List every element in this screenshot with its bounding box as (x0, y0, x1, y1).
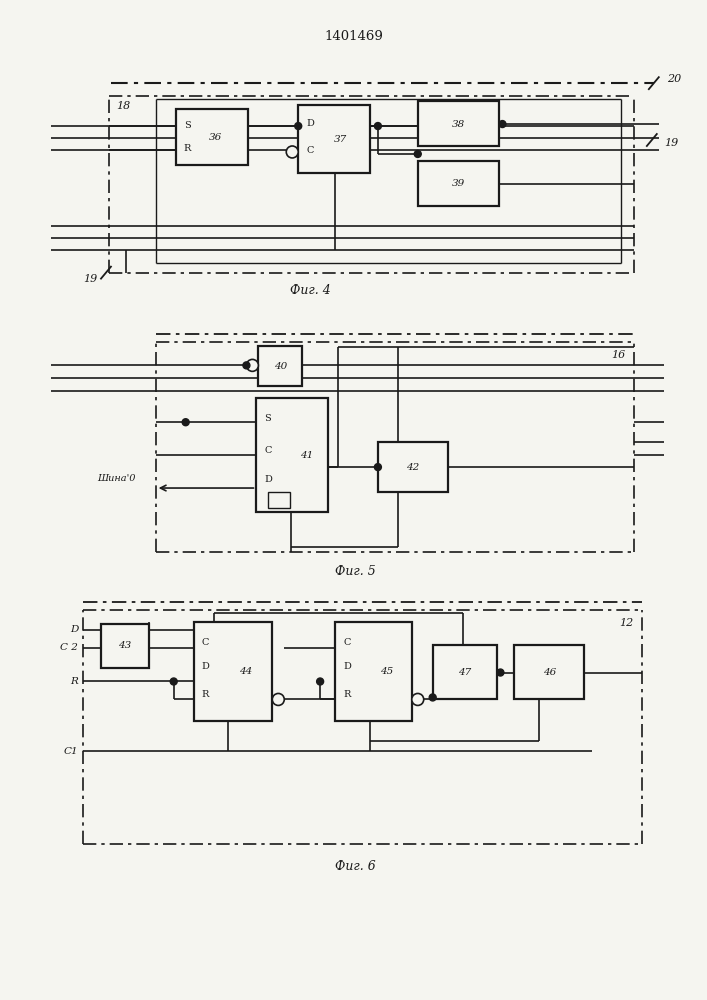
Text: 18: 18 (116, 101, 130, 111)
Circle shape (317, 678, 324, 685)
Text: D: D (201, 662, 209, 671)
Circle shape (411, 693, 423, 705)
Bar (269, 492, 291, 508)
Bar (378, 442, 448, 492)
Text: 41: 41 (300, 451, 312, 460)
Text: 39: 39 (452, 179, 465, 188)
Text: S: S (184, 121, 190, 130)
Text: R: R (343, 690, 351, 699)
Text: 42: 42 (406, 463, 419, 472)
Circle shape (499, 121, 506, 128)
Text: 40: 40 (274, 362, 287, 371)
Text: R: R (201, 690, 209, 699)
Bar (418, 161, 499, 206)
Text: 46: 46 (542, 668, 556, 677)
Text: R: R (184, 144, 191, 153)
Bar (298, 105, 370, 173)
Text: D: D (264, 475, 272, 484)
Circle shape (414, 150, 421, 157)
Text: 19: 19 (664, 138, 678, 148)
Text: Фиг. 4: Фиг. 4 (290, 284, 331, 297)
Text: C: C (306, 146, 314, 155)
Text: C: C (343, 638, 351, 647)
Bar (433, 645, 498, 699)
Bar (335, 622, 411, 721)
Circle shape (375, 123, 381, 130)
Bar (258, 346, 302, 386)
Circle shape (429, 694, 436, 701)
Text: R: R (70, 677, 78, 686)
Bar (515, 645, 584, 699)
Text: 47: 47 (458, 668, 471, 677)
Text: S: S (264, 414, 271, 423)
Text: Шина'0: Шина'0 (97, 474, 135, 483)
Text: D: D (306, 119, 314, 128)
Text: 16: 16 (612, 350, 626, 360)
Circle shape (243, 362, 250, 369)
Text: 20: 20 (667, 74, 681, 84)
Text: 44: 44 (239, 667, 252, 676)
Text: Фиг. 6: Фиг. 6 (334, 860, 375, 873)
Text: 36: 36 (209, 133, 222, 142)
Circle shape (497, 669, 504, 676)
Circle shape (286, 146, 298, 158)
Bar (418, 101, 499, 146)
Circle shape (247, 359, 258, 371)
Text: C: C (201, 638, 209, 647)
Circle shape (295, 123, 302, 130)
Text: 19: 19 (83, 274, 97, 284)
Text: C: C (264, 446, 271, 455)
Bar (194, 622, 272, 721)
Text: 12: 12 (619, 618, 634, 628)
Text: 1401469: 1401469 (325, 30, 383, 43)
Text: 38: 38 (452, 120, 465, 129)
Text: D: D (343, 662, 351, 671)
Circle shape (375, 464, 381, 471)
Text: Фиг. 5: Фиг. 5 (334, 565, 375, 578)
Bar (101, 624, 148, 668)
Text: 37: 37 (334, 135, 346, 144)
Text: D: D (70, 625, 78, 634)
Text: 43: 43 (118, 641, 132, 650)
Circle shape (170, 678, 177, 685)
Text: 45: 45 (380, 667, 394, 676)
Circle shape (182, 419, 189, 426)
Circle shape (272, 693, 284, 705)
Bar (176, 109, 248, 165)
Bar (257, 398, 328, 512)
Text: C 2: C 2 (60, 643, 78, 652)
Text: C1: C1 (64, 747, 78, 756)
